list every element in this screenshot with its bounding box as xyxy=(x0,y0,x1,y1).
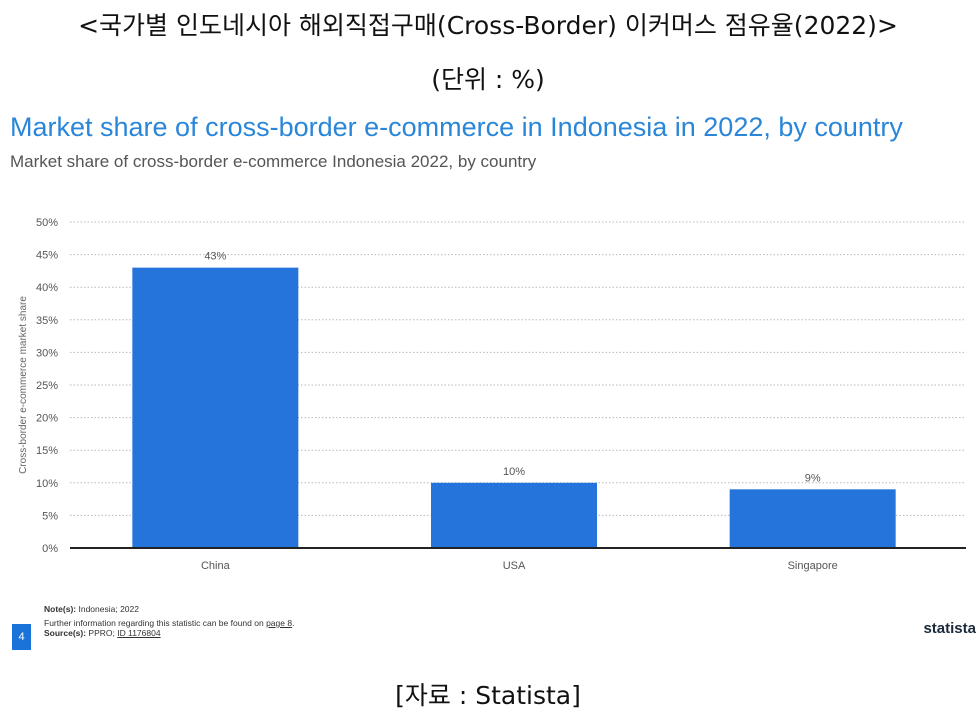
unit-label: (단위 : %) xyxy=(431,65,545,94)
note-label: Note(s): xyxy=(44,604,77,614)
grid-lines xyxy=(70,221,966,516)
statista-logo: statista xyxy=(923,620,976,637)
source-caption: [자료 : Statista] xyxy=(395,681,581,710)
y-tick-label: 25% xyxy=(36,380,58,392)
x-tick-label: USA xyxy=(503,560,526,572)
data-label: 10% xyxy=(503,466,525,478)
y-axis-title: Cross-border e-commerce market share xyxy=(18,296,29,474)
korean-title: <국가별 인도네시아 해외직접구매(Cross-Border) 이커머스 점유율… xyxy=(78,11,898,40)
bar-usa[interactable] xyxy=(431,482,597,548)
y-tick-label: 10% xyxy=(36,478,58,490)
source-id-link[interactable]: ID 1176804 xyxy=(117,628,161,638)
data-label: 43% xyxy=(204,251,226,263)
chart-subtitle: Market share of cross-border e-commerce … xyxy=(10,152,537,171)
page-link[interactable]: page 8 xyxy=(266,618,293,628)
source-text: PPRO; xyxy=(88,628,115,638)
source-label: Source(s): xyxy=(44,628,87,638)
notes-block: Note(s): Indonesia; 2022 Further informa… xyxy=(44,604,295,638)
y-tick-label: 15% xyxy=(36,445,58,457)
note-text: Indonesia; 2022 xyxy=(78,604,139,614)
data-label: 9% xyxy=(805,472,821,484)
y-tick-label: 5% xyxy=(42,510,58,522)
further-info-text: Further information regarding this stati… xyxy=(44,618,264,628)
y-tick-label: 0% xyxy=(42,543,58,555)
data-labels: 43% 10% 9% xyxy=(204,251,821,485)
y-tick-label: 30% xyxy=(36,347,58,359)
x-tick-label: Singapore xyxy=(788,560,838,572)
chart-title: Market share of cross-border e-commerce … xyxy=(10,112,903,142)
bar-singapore[interactable] xyxy=(729,489,896,548)
x-tick-label: China xyxy=(201,560,231,572)
bar-chart: 0% 5% 10% 15% 20% 25% 30% 35% 40% 45% 50% 43% 10% 9%… xyxy=(18,217,966,572)
page-number: 4 xyxy=(12,624,31,650)
x-axis-ticks: China USA Singapore xyxy=(201,560,838,572)
y-tick-label: 40% xyxy=(36,282,58,294)
y-tick-label: 50% xyxy=(36,217,58,229)
y-tick-label: 35% xyxy=(36,315,58,327)
y-axis-ticks: 0% 5% 10% 15% 20% 25% 30% 35% 40% 45% 50% xyxy=(36,217,58,555)
y-tick-label: 20% xyxy=(36,413,58,425)
y-tick-label: 45% xyxy=(36,250,58,262)
bar-china[interactable] xyxy=(132,267,299,548)
bars xyxy=(132,267,896,548)
